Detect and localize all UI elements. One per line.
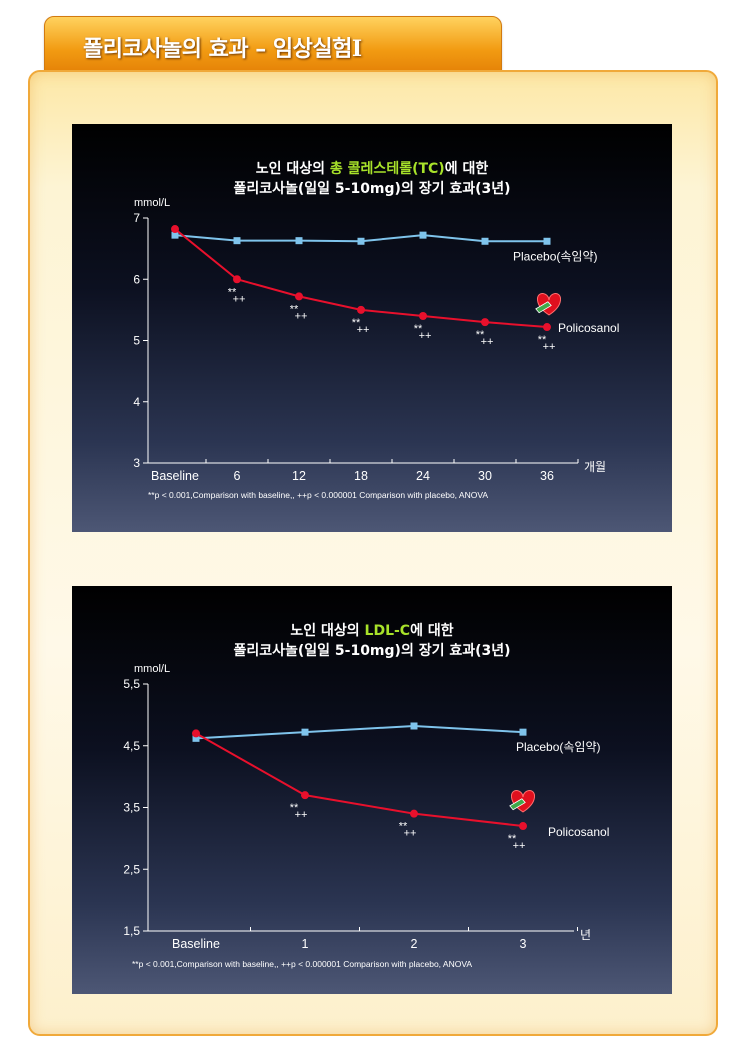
chart-title-line2: 폴리코사놀(일일 5-10mg)의 장기 효과(3년) [233,643,511,659]
placebo-point [481,237,489,245]
y-tick-label: 4,5 [123,739,140,753]
placebo-point [419,231,427,239]
policosanol-point [419,312,427,320]
y-tick-label: 5 [133,334,140,348]
x-tick-label: 30 [478,469,492,483]
chart-title-line2: 폴리코사놀(일일 5-10mg)의 장기 효과(3년) [233,181,511,197]
placebo-label: Placebo(속임약) [516,739,600,754]
significance-plus: ++ [233,293,246,305]
y-axis-label: mmol/L [134,663,170,675]
placebo-point [233,237,241,245]
policosanol-point [481,318,489,327]
footnote: **p < 0.001,Comparison with baseline,, +… [132,959,472,969]
title-prefix: 노인 대상의 [290,623,365,639]
policosanol-label: Policosanol [548,825,609,839]
significance-plus: ++ [404,828,417,840]
x-axis-label: 개월 [584,460,606,474]
policosanol-point [357,305,365,314]
x-tick-label: 24 [416,469,430,483]
y-tick-label: 6 [133,272,140,286]
x-tick-label: Baseline [172,937,220,951]
policosanol-point [519,822,527,831]
policosanol-point [301,791,309,800]
significance-plus: ++ [295,809,308,821]
x-tick-label: 12 [292,469,306,483]
x-tick-label: 6 [234,469,241,483]
significance-star: ** [399,821,408,833]
significance-plus: ++ [543,341,556,353]
chart-title-line1: 노인 대상의 총 콜레스테롤(TC)에 대한 [72,158,672,178]
placebo-line [195,724,524,740]
x-tick-label: 2 [411,937,418,951]
chart-title-line1: 노인 대상의 LDL-C에 대한 [72,620,672,640]
significance-star: ** [352,317,361,329]
policosanol-label: Policosanol [558,321,619,335]
title-suffix: 에 대한 [444,161,489,177]
y-axis-label: mmol/L [134,197,170,209]
chart-panel-tc: 노인 대상의 총 콜레스테롤(TC)에 대한 폴리코사놀(일일 5-10mg)의… [72,124,672,532]
capsule-icon [509,798,526,811]
y-tick-label: 7 [133,211,140,225]
x-tick-label: 36 [540,469,554,483]
significance-star: ** [538,334,547,346]
x-axis-label: 년 [580,928,591,942]
x-tick-label: Baseline [151,469,199,483]
capsule-icon [535,301,552,314]
title-highlight: LDL-C [364,623,411,639]
y-tick-label: 5,5 [123,677,140,691]
policosanol-line [195,732,524,828]
significance-plus: ++ [295,310,308,322]
significance-star: ** [228,286,237,298]
placebo-label: Placebo(속임약) [513,248,597,263]
policosanol-point [171,225,179,234]
chart-panel-ldl: 노인 대상의 LDL-C에 대한 폴리코사놀(일일 5-10mg)의 장기 효과… [72,586,672,994]
y-tick-label: 3,5 [123,801,140,815]
policosanol-point [410,809,418,818]
y-tick-label: 4 [133,395,140,409]
policosanol-point [295,292,303,301]
title-prefix: 노인 대상의 [255,161,330,177]
significance-plus: ++ [513,840,526,852]
placebo-point [543,237,551,245]
section-title: 폴리코사놀의 효과 – 임상실험Ⅰ [83,36,362,62]
placebo-point [410,722,418,730]
placebo-point [519,728,527,736]
footnote: **p < 0.001,Comparison with baseline,, +… [148,490,488,500]
significance-star: ** [476,329,485,341]
title-suffix: 에 대한 [410,623,454,639]
significance-plus: ++ [357,324,370,336]
placebo-point [295,237,303,245]
x-tick-label: 1 [302,937,309,951]
significance-star: ** [290,303,299,315]
x-tick-label: 18 [354,469,368,483]
significance-star: ** [414,323,423,335]
significance-star: ** [290,802,299,814]
placebo-point [171,231,179,239]
policosanol-point [192,729,200,738]
title-highlight: 총 콜레스테롤(TC) [329,161,445,177]
placebo-point [357,237,365,245]
y-tick-label: 2,5 [123,862,140,876]
significance-plus: ++ [481,336,494,348]
policosanol-point [543,323,551,332]
significance-plus: ++ [419,330,432,342]
significance-star: ** [508,833,517,845]
y-tick-label: 1,5 [123,924,140,938]
x-tick-label: 3 [520,937,527,951]
placebo-point [301,728,309,736]
section-tab: 폴리코사놀의 효과 – 임상실험Ⅰ [44,16,502,78]
placebo-point [192,734,200,742]
y-tick-label: 3 [133,456,140,470]
policosanol-point [233,275,241,284]
